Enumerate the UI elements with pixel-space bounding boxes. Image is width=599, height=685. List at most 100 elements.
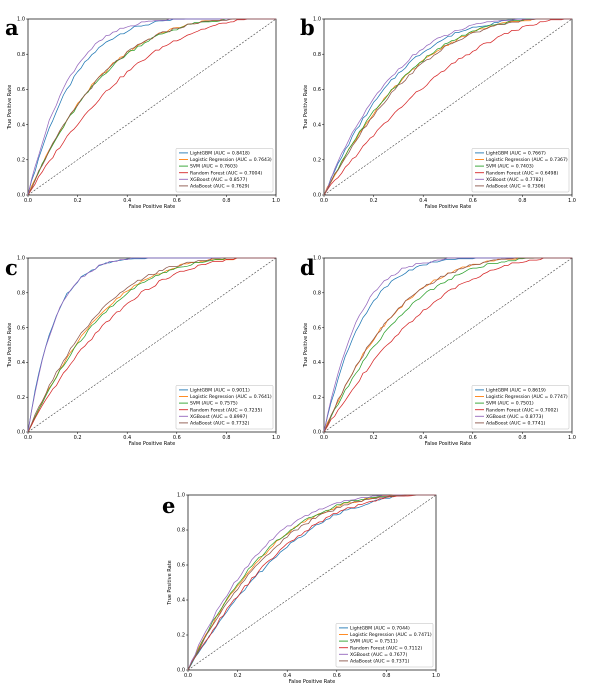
x-tick-label: 1.0 xyxy=(272,198,280,204)
y-tick-label: 0.0 xyxy=(313,430,321,436)
legend-entry: LightGBM (AUC = 0.7044) xyxy=(350,626,410,632)
y-tick-label: 0.0 xyxy=(177,668,185,674)
panel-letter: d xyxy=(300,255,315,280)
y-tick-label: 0.4 xyxy=(17,122,25,128)
y-tick-label: 0.2 xyxy=(17,395,25,401)
legend-entry: Random Forest (AUC = 0.7235) xyxy=(190,407,262,413)
y-tick-label: 0.6 xyxy=(313,87,321,93)
chance-line xyxy=(187,494,437,671)
legend-entry: AdaBoost (AUC = 0.7371) xyxy=(350,659,410,665)
y-tick-label: 0.6 xyxy=(313,325,321,331)
x-tick-label: 1.0 xyxy=(432,673,440,679)
x-tick-label: 0.8 xyxy=(222,435,230,441)
x-tick-label: 0.4 xyxy=(419,198,427,204)
legend-entry: AdaBoost (AUC = 0.7741) xyxy=(486,421,546,427)
legend-entry: AdaBoost (AUC = 0.7732) xyxy=(190,421,250,427)
legend-entry: LightGBM (AUC = 0.8418) xyxy=(190,151,250,157)
legend: LightGBM (AUC = 0.7044)Logistic Regressi… xyxy=(335,623,434,668)
y-tick-label: 0.4 xyxy=(313,360,321,366)
x-tick-label: 0.2 xyxy=(74,435,82,441)
legend-entry: AdaBoost (AUC = 0.7306) xyxy=(486,184,546,190)
y-tick-label: 0.8 xyxy=(313,291,321,297)
panel-letter: c xyxy=(5,255,18,280)
legend-box xyxy=(175,385,274,430)
roc-curve-adaboost xyxy=(323,257,572,433)
legend-entry: XGBoost (AUC = 0.7782) xyxy=(486,177,543,183)
legend: LightGBM (AUC = 0.7667)Logistic Regressi… xyxy=(471,148,570,193)
y-tick-label: 1.0 xyxy=(313,256,321,262)
roc-curve-random-forest xyxy=(27,18,276,196)
y-tick-label: 0.2 xyxy=(313,158,321,164)
legend: LightGBM (AUC = 0.9011)Logistic Regressi… xyxy=(175,385,274,430)
chance-line xyxy=(27,18,277,196)
panel-d: d 0.0 0.2 0.4 0.6 0.8 1.0 0.0 0.2 0.4 0.6 0.8 1.0 Fal… xyxy=(300,255,576,447)
roc-curve-xgboost xyxy=(323,18,572,196)
x-tick-label: 0.0 xyxy=(320,435,328,441)
legend-entry: SVM (AUC = 0.7575) xyxy=(190,401,238,407)
roc-curve-adaboost xyxy=(323,18,572,196)
legend: LightGBM (AUC = 0.8418)Logistic Regressi… xyxy=(175,148,274,193)
y-tick-label: 0.6 xyxy=(17,325,25,331)
x-tick-label: 0.2 xyxy=(74,198,82,204)
legend-entry: Logistic Regression (AUC = 0.7641) xyxy=(190,394,272,400)
x-tick-label: 0.4 xyxy=(419,435,427,441)
x-axis-label: False Positive Rate xyxy=(129,441,175,447)
x-axis-label: False Positive Rate xyxy=(425,441,471,447)
x-tick-label: 1.0 xyxy=(568,435,576,441)
legend-entry: Random Forest (AUC = 0.6498) xyxy=(486,170,558,176)
y-tick-label: 0.6 xyxy=(17,87,25,93)
y-tick-label: 0.4 xyxy=(313,122,321,128)
legend-entry: SVM (AUC = 0.7403) xyxy=(486,164,534,170)
legend-entry: XGBoost (AUC = 0.8577) xyxy=(190,177,247,183)
legend-entry: AdaBoost (AUC = 0.7629) xyxy=(190,184,250,190)
x-tick-label: 0.6 xyxy=(173,435,181,441)
y-tick-label: 0.4 xyxy=(177,598,185,604)
y-axis-label: True Positive Rate xyxy=(167,560,173,606)
y-tick-label: 0.2 xyxy=(313,395,321,401)
x-axis-label: False Positive Rate xyxy=(425,204,471,210)
x-axis-label: False Positive Rate xyxy=(129,204,175,210)
y-tick-label: 0.4 xyxy=(17,360,25,366)
roc-curve-lightgbm xyxy=(187,494,436,671)
chance-line xyxy=(323,257,573,433)
panel-a: a 0.0 0.2 0.4 0.6 0.8 1.0 0.0 0.2 0.4 0.6 0.8 1.0 Fal… xyxy=(5,15,280,210)
roc-curve-adaboost xyxy=(27,18,276,196)
roc-curve-adaboost xyxy=(187,494,436,671)
x-tick-label: 1.0 xyxy=(272,435,280,441)
y-tick-label: 1.0 xyxy=(177,493,185,499)
y-axis-label: True Positive Rate xyxy=(7,323,13,369)
legend-entry: XGBoost (AUC = 0.7677) xyxy=(350,652,407,658)
legend-entry: Logistic Regression (AUC = 0.7367) xyxy=(486,157,568,163)
legend-entry: LightGBM (AUC = 0.8619) xyxy=(486,388,546,394)
y-tick-label: 0.2 xyxy=(177,633,185,639)
x-tick-label: 0.2 xyxy=(234,673,242,679)
x-tick-label: 0.6 xyxy=(469,198,477,204)
plot-frame xyxy=(323,18,573,196)
plot-frame xyxy=(187,494,437,671)
roc-curve-logistic-regression xyxy=(323,18,572,196)
y-tick-label: 0.8 xyxy=(177,528,185,534)
panel-c: c 0.0 0.2 0.4 0.6 0.8 1.0 0.0 0.2 0.4 0.6 0.8 1.0 Fal… xyxy=(5,255,280,447)
x-tick-label: 0.6 xyxy=(469,435,477,441)
legend-box xyxy=(175,148,274,193)
panel-letter: b xyxy=(300,15,315,40)
panel-letter: e xyxy=(162,493,175,518)
y-tick-label: 0.0 xyxy=(17,193,25,199)
legend-entry: LightGBM (AUC = 0.9011) xyxy=(190,388,250,394)
y-tick-label: 0.6 xyxy=(177,563,185,569)
panel-letter: a xyxy=(5,15,19,40)
x-tick-label: 0.8 xyxy=(518,435,526,441)
legend-entry: XGBoost (AUC = 0.8997) xyxy=(190,414,247,420)
x-tick-label: 0.0 xyxy=(24,435,32,441)
legend-entry: Random Forest (AUC = 0.7112) xyxy=(350,645,422,651)
y-axis-label: True Positive Rate xyxy=(303,85,309,131)
roc-curve-adaboost xyxy=(27,257,276,433)
legend-entry: Logistic Regression (AUC = 0.7643) xyxy=(190,157,272,163)
x-tick-label: 0.8 xyxy=(518,198,526,204)
y-tick-label: 0.2 xyxy=(17,158,25,164)
y-tick-label: 1.0 xyxy=(313,17,321,23)
roc-curve-random-forest xyxy=(323,18,572,196)
y-axis-label: True Positive Rate xyxy=(303,323,309,369)
y-tick-label: 0.0 xyxy=(17,430,25,436)
